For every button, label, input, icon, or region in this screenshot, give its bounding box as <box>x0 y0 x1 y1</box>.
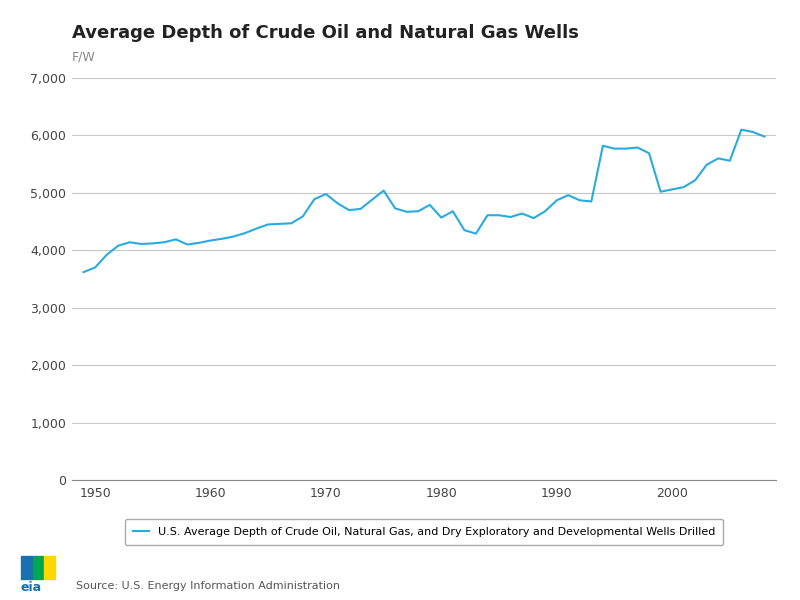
Legend: U.S. Average Depth of Crude Oil, Natural Gas, and Dry Exploratory and Developmen: U.S. Average Depth of Crude Oil, Natural… <box>125 519 723 545</box>
Text: Source: U.S. Energy Information Administration: Source: U.S. Energy Information Administ… <box>76 581 340 591</box>
Bar <box>45 556 55 579</box>
Bar <box>21 556 31 579</box>
Bar <box>33 556 43 579</box>
Text: F/W: F/W <box>72 50 96 63</box>
Text: eia: eia <box>21 581 42 595</box>
Text: Average Depth of Crude Oil and Natural Gas Wells: Average Depth of Crude Oil and Natural G… <box>72 24 579 42</box>
